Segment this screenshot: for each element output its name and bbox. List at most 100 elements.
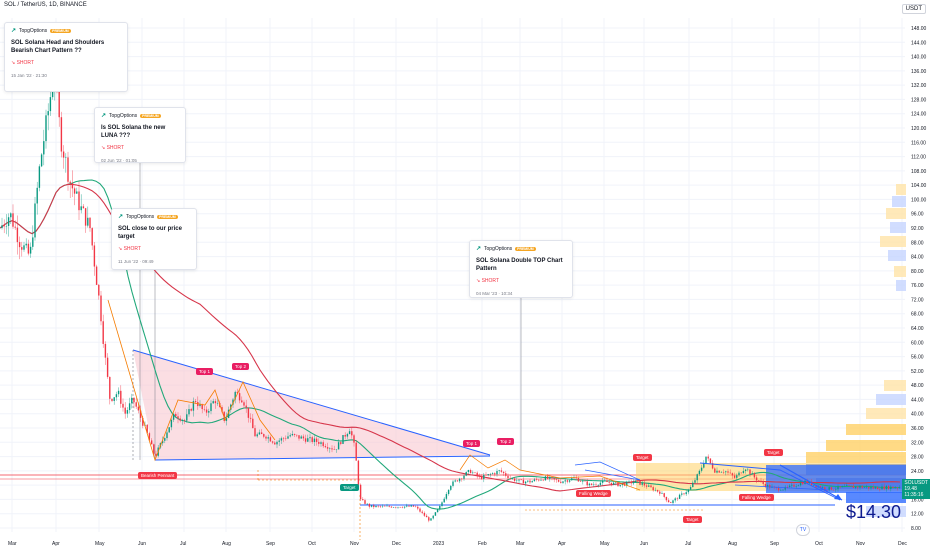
candle-body bbox=[604, 480, 606, 481]
candle-body bbox=[788, 485, 791, 488]
candle-body bbox=[780, 490, 782, 491]
candle-body bbox=[599, 482, 602, 485]
candle-body bbox=[766, 485, 769, 488]
idea-author[interactable]: TopgOptions bbox=[19, 27, 48, 34]
candle-body bbox=[47, 111, 49, 116]
candle-body bbox=[362, 499, 364, 501]
candle-body bbox=[91, 228, 93, 246]
price-scale-label: 116.00 bbox=[911, 140, 926, 146]
top-1-label-2: Top 1 bbox=[463, 440, 481, 447]
candle-body bbox=[29, 246, 32, 254]
idea-title[interactable]: SOL close to our price target bbox=[118, 226, 182, 240]
candle-body bbox=[3, 225, 5, 227]
candle-body bbox=[443, 498, 445, 503]
candle-body bbox=[887, 485, 890, 490]
candle-body bbox=[267, 437, 269, 439]
volume-profile-bar bbox=[896, 184, 906, 195]
idea-title[interactable]: SOL Solana Head and Shoulders Bearish Ch… bbox=[11, 40, 105, 54]
idea-title[interactable]: SOL Solana Double TOP Chart Pattern bbox=[476, 258, 563, 272]
candle-body bbox=[274, 442, 276, 445]
candle-body bbox=[672, 500, 674, 503]
candle-body bbox=[755, 477, 758, 481]
candle-body bbox=[698, 470, 701, 475]
tradingview-logo-icon[interactable]: TV bbox=[796, 524, 810, 536]
candle-body bbox=[597, 484, 599, 486]
volume-profile-bar bbox=[876, 394, 906, 405]
premium-badge: PREMIUM bbox=[50, 28, 71, 33]
candle-body bbox=[397, 506, 399, 508]
price-scale-label: 72.00 bbox=[911, 297, 924, 303]
price-scale-label: 132.00 bbox=[911, 83, 927, 89]
volume-profile-bar bbox=[894, 266, 906, 277]
author-logo-icon: ↗ bbox=[476, 246, 482, 252]
candle-body bbox=[34, 203, 36, 238]
candle-body bbox=[762, 481, 764, 484]
candle-body bbox=[245, 405, 247, 408]
volume-profile-bar bbox=[896, 280, 906, 291]
price-scale-label: 8.00 bbox=[911, 526, 921, 532]
candle-body bbox=[287, 436, 289, 439]
top-1-label: Top 1 bbox=[196, 368, 214, 375]
candle-body bbox=[458, 478, 461, 482]
candle-body bbox=[348, 431, 351, 435]
candle-body bbox=[18, 242, 21, 248]
idea-author[interactable]: TopgOptions bbox=[484, 245, 513, 252]
candle-body bbox=[588, 483, 591, 486]
candle-body bbox=[641, 483, 643, 485]
candle-body bbox=[802, 482, 804, 485]
candle-body bbox=[201, 404, 203, 410]
candle-body bbox=[736, 475, 738, 478]
idea-card[interactable]: ↗ TopgOptions PREMIUM Is SOL Solana the ne… bbox=[94, 107, 186, 163]
candle-body bbox=[654, 489, 657, 491]
candle-body bbox=[608, 482, 610, 483]
candle-body bbox=[454, 480, 456, 482]
author-logo-icon: ↗ bbox=[11, 28, 17, 34]
candle-body bbox=[10, 213, 12, 218]
candle-body bbox=[795, 486, 797, 487]
candle-body bbox=[269, 437, 272, 442]
volume-profile-bar bbox=[886, 208, 906, 219]
candle-body bbox=[733, 475, 736, 478]
idea-author[interactable]: TopgOptions bbox=[126, 213, 155, 220]
idea-author[interactable]: TopgOptions bbox=[109, 112, 138, 119]
idea-title[interactable]: Is SOL Solana the new LUNA ??? bbox=[101, 125, 166, 139]
candle-body bbox=[645, 485, 648, 487]
candle-body bbox=[126, 410, 129, 414]
candle-body bbox=[150, 440, 153, 445]
candle-body bbox=[67, 157, 69, 182]
idea-card[interactable]: ↗ TopgOptions PREMIUM SOL Solana Double TO… bbox=[469, 240, 573, 298]
idea-date: 15 Jan '22 · 21:30 bbox=[11, 73, 47, 78]
candle-body bbox=[797, 485, 800, 487]
candle-body bbox=[476, 472, 478, 476]
candle-body bbox=[436, 509, 439, 513]
price-scale-label: 80.00 bbox=[911, 269, 924, 275]
candle-body bbox=[238, 393, 241, 401]
price-scale-label: 148.00 bbox=[911, 26, 927, 32]
candle-body bbox=[104, 343, 107, 358]
candle-body bbox=[782, 489, 784, 491]
candle-body bbox=[562, 481, 564, 483]
candle-body bbox=[738, 472, 740, 476]
idea-card[interactable]: ↗ TopgOptions PREMIUM SOL Solana Head and … bbox=[4, 22, 128, 92]
candle-body bbox=[62, 151, 65, 158]
candle-body bbox=[7, 217, 10, 226]
candle-body bbox=[337, 442, 340, 450]
candle-body bbox=[630, 481, 632, 484]
candle-body bbox=[14, 226, 16, 228]
candle-body bbox=[32, 237, 34, 247]
candle-body bbox=[414, 506, 417, 508]
candle-body bbox=[806, 480, 808, 484]
candle-body bbox=[271, 441, 274, 443]
candle-body bbox=[874, 487, 877, 489]
candle-body bbox=[368, 503, 371, 507]
currency-button[interactable]: USDT bbox=[901, 4, 926, 14]
candle-body bbox=[650, 485, 652, 488]
candle-body bbox=[854, 486, 857, 488]
candle-body bbox=[791, 484, 793, 486]
candle-body bbox=[421, 511, 423, 513]
time-scale-label: Mar bbox=[8, 541, 17, 547]
price-scale-label: 100.00 bbox=[911, 197, 927, 203]
idea-card[interactable]: ↗ TopgOptions PREMIUM SOL close to our pri… bbox=[111, 208, 197, 270]
volume-profile-bar bbox=[866, 506, 906, 517]
